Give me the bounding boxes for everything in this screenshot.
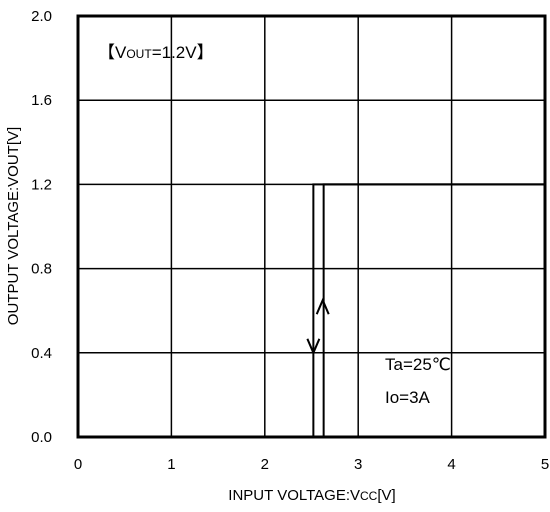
arrow-up-icon xyxy=(315,297,330,315)
current-annotation: Io=3A xyxy=(385,388,431,407)
hysteresis-curves xyxy=(78,183,545,438)
temperature-annotation: Ta=25℃ xyxy=(385,355,451,374)
x-tick-label: 4 xyxy=(447,456,455,473)
y-tick-label: 0.8 xyxy=(31,261,52,278)
arrow-down-icon xyxy=(306,338,321,356)
x-tick-label: 1 xyxy=(167,456,175,473)
condition-annotation: 【VOUT=1.2V】 xyxy=(98,43,214,62)
tick-labels: 0 1 2 3 4 5 0.0 0.4 0.8 1.2 1.6 2.0 xyxy=(31,8,549,473)
x-axis-label: INPUT VOLTAGE:VCC[V] xyxy=(228,487,395,504)
series-line-falling xyxy=(78,183,545,438)
y-tick-label: 0.0 xyxy=(31,429,52,446)
y-tick-label: 2.0 xyxy=(31,8,52,25)
x-tick-label: 2 xyxy=(261,456,269,473)
y-tick-label: 0.4 xyxy=(31,345,52,362)
x-tick-label: 0 xyxy=(74,456,82,473)
grid-lines xyxy=(78,16,545,437)
x-tick-label: 3 xyxy=(354,456,362,473)
y-tick-label: 1.2 xyxy=(31,176,52,193)
plot-frame xyxy=(76,14,547,439)
y-tick-label: 1.6 xyxy=(31,92,52,109)
series-line-rising xyxy=(78,183,545,438)
x-tick-label: 5 xyxy=(541,456,549,473)
y-axis-label: OUTPUT VOLTAGE:VOUT[V] xyxy=(5,127,22,325)
